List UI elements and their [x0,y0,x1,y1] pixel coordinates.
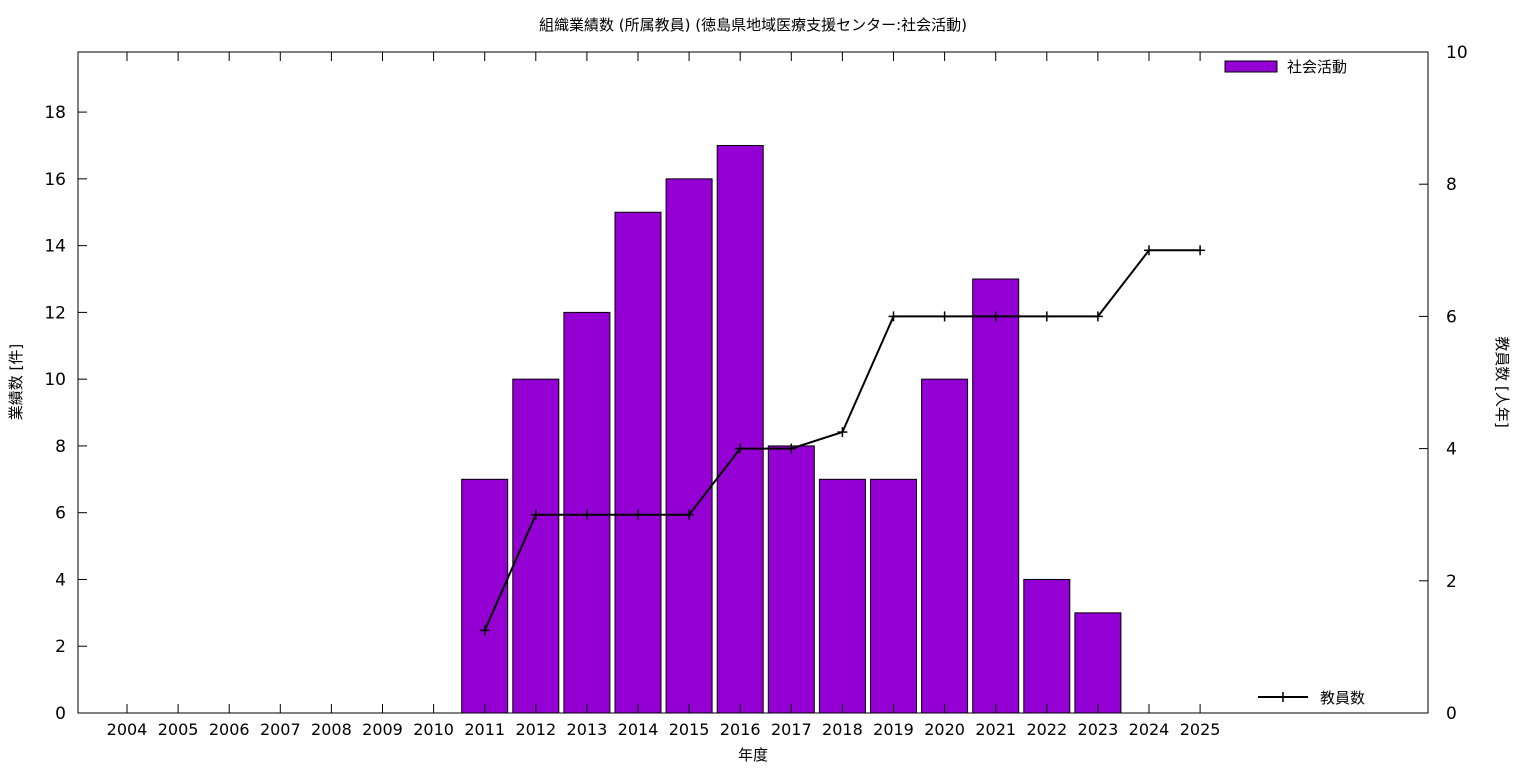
bar [1074,612,1122,714]
y-tick-label: 14 [44,237,66,257]
x-tick-label: 2016 [720,720,761,739]
y-tick-label: 6 [55,504,66,524]
x-tick-label: 2024 [1129,720,1170,739]
bar [1023,578,1071,714]
legend-bars: 社会活動 [1224,58,1347,76]
bar [818,478,866,714]
legend-bars-label: 社会活動 [1287,58,1347,76]
x-tick-label: 2010 [413,720,454,739]
bar [716,144,764,714]
y-tick-label: 4 [55,570,66,590]
x-tick-label: 2021 [975,720,1016,739]
x-tick-label: 2006 [209,720,250,739]
x-tick-label: 2013 [567,720,608,739]
y2-tick-label: 10 [1446,43,1468,63]
y-tick-label: 8 [55,437,66,457]
x-tick-label: 2012 [515,720,556,739]
y2-axis-label: 教員数 [人年] [1493,336,1511,427]
bar [972,278,1020,714]
bar [512,378,560,714]
x-tick-label: 2004 [107,720,148,739]
y2-tick-label: 8 [1446,175,1457,195]
y2-tick-label: 0 [1446,704,1457,724]
x-tick-label: 2019 [873,720,914,739]
y2-tick-label: 2 [1446,572,1457,592]
x-tick-label: 2015 [669,720,710,739]
bar [870,478,917,714]
x-tick-label: 2023 [1078,720,1119,739]
y-tick-label: 16 [44,170,66,190]
bar [665,178,713,714]
axes-layer: 0 2 4 6 8 10 12 14 16 18 0 2 4 6 8 10 2004 2005 2006 2007 20… [44,43,1467,739]
y-tick-label: 10 [44,370,66,390]
y-axis-label: 業績数 [件] [7,344,25,420]
line-layer [479,245,1206,636]
x-tick-label: 2025 [1180,720,1221,739]
y2-tick-label: 6 [1446,307,1457,327]
y-tick-label: 12 [44,303,66,323]
x-tick-label: 2022 [1026,720,1067,739]
y-tick-label: 18 [44,103,66,123]
x-tick-label: 2005 [158,720,199,739]
x-tick-label: 2018 [822,720,863,739]
y2-tick-label: 4 [1446,440,1457,460]
y-tick-label: 2 [55,637,66,657]
legend-bars-swatch [1224,60,1278,73]
y-tick-label: 0 [55,704,66,724]
bar [614,211,662,714]
x-tick-label: 2011 [464,720,505,739]
legend-line-label: 教員数 [1320,689,1365,707]
chart-title: 組織業績数 (所属教員) (徳島県地域医療支援センター:社会活動) [539,16,967,34]
x-tick-label: 2008 [311,720,352,739]
bar [921,378,969,714]
x-tick-label: 2014 [618,720,659,739]
x-tick-label: 2020 [924,720,965,739]
x-tick-label: 2017 [771,720,812,739]
x-tick-label: 2009 [362,720,403,739]
bars-layer [461,144,1122,714]
x-axis-label: 年度 [738,746,768,764]
bar [767,445,815,714]
x-tick-label: 2007 [260,720,301,739]
legend-line: 教員数 [1258,689,1365,707]
